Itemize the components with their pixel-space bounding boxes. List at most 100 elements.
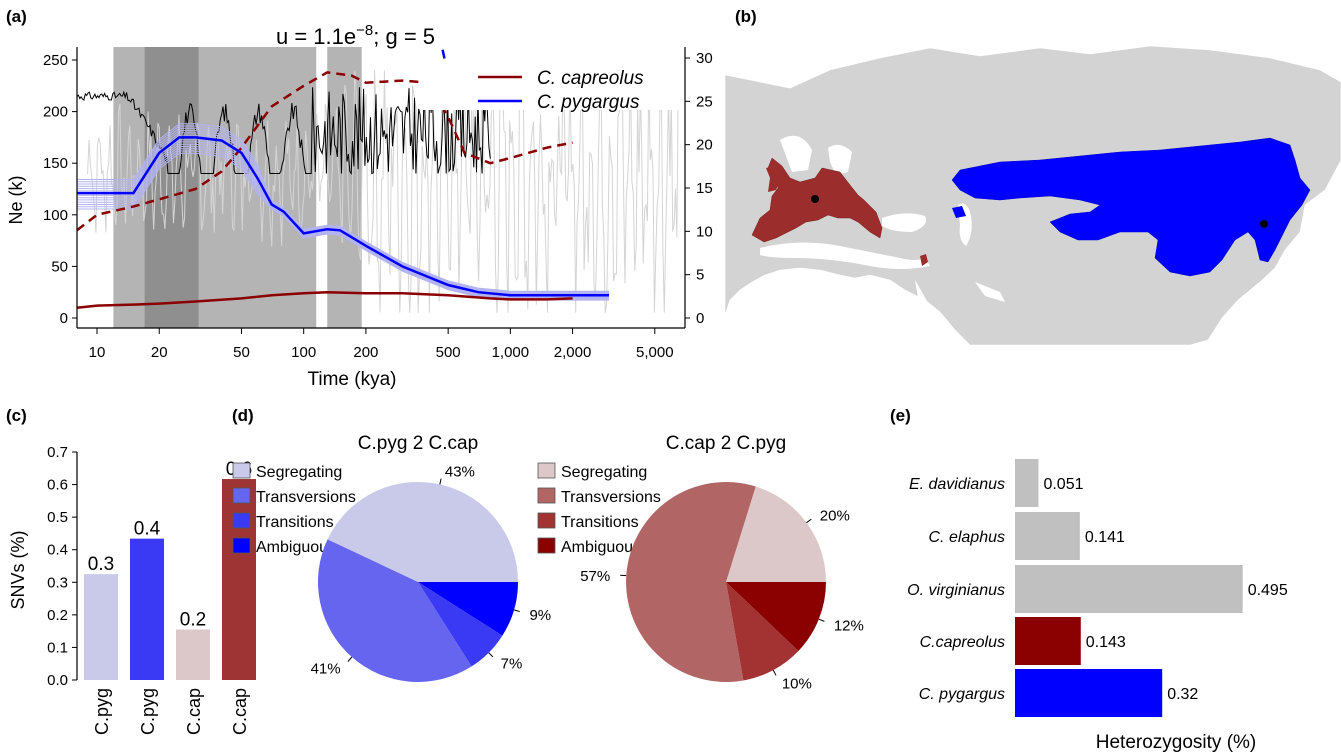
y-tick-label: 250 (43, 52, 68, 69)
pie-value-label-2: 10% (782, 675, 812, 692)
x-tick-label: 20 (151, 344, 168, 361)
het-bar-value-2: 0.495 (1248, 582, 1288, 599)
x-ticks: 10 20 50 100 200 500 1,000 2,000 5,000 (89, 328, 674, 361)
het-bar-value-1: 0.141 (1085, 529, 1125, 546)
shaded-periods (113, 47, 362, 328)
het-category-3: C.capreolus (920, 634, 1005, 651)
y2-tick-label: 20 (696, 137, 713, 154)
psmc-line-0 (76, 290, 573, 309)
psmc-line-1 (76, 71, 573, 232)
pie-legend-swatch-2 (232, 512, 251, 529)
panel-a: (a) u = 1.1e−8; g = 5 0 50 100 150 200 250 0 5… (6, 7, 713, 390)
pie-legend-swatch-3 (232, 537, 251, 554)
pie-legend-swatch-0 (537, 462, 556, 479)
het-bar-4 (1015, 669, 1163, 717)
pie-value-label-0: 43% (445, 464, 475, 481)
y-tick-label: 0 (60, 310, 68, 327)
map-persian-gulf (975, 282, 1005, 302)
pie-value-label-3: 12% (834, 617, 864, 634)
pie-value-label-0: 20% (820, 507, 850, 524)
y-ticks-right: 0 5 10 15 20 25 30 (685, 50, 713, 327)
map-mediterranean (760, 242, 930, 269)
c-y-tick-label: 0.3 (47, 574, 68, 591)
x-tick-label: 200 (353, 344, 378, 361)
map-range-capreolus-britain (766, 166, 780, 192)
panel-c-y-ticks: 0.0 0.1 0.2 0.3 0.4 0.5 0.6 0.7 (47, 444, 77, 689)
het-category-2: O. virginianus (907, 582, 1005, 599)
het-bar-value-3: 0.143 (1086, 634, 1126, 651)
c-y-tick-label: 0.7 (47, 444, 68, 461)
panel-c-ylabel: SNVs (%) (8, 530, 28, 609)
panel-a-label: (a) (6, 7, 27, 26)
pie-legend-swatch-1 (232, 487, 251, 504)
c-y-tick-label: 0.5 (47, 509, 68, 526)
snv-category-2: C.cap (184, 688, 204, 735)
pie-label-leader-0 (439, 478, 442, 485)
het-bar-value-4: 0.32 (1167, 686, 1198, 703)
x-tick-label: 100 (291, 344, 316, 361)
legend-label-capreolus: C. capreolus (537, 68, 644, 89)
shaded-period-1 (144, 47, 199, 328)
het-bar-value-0: 0.051 (1043, 476, 1083, 493)
map (724, 45, 1341, 346)
panel-a-title: u = 1.1e−8; g = 5 (276, 22, 435, 49)
pie-value-label-1: 41% (311, 661, 341, 678)
x-tick-label: 50 (233, 344, 250, 361)
pie-legend-label-0: Segregating (561, 464, 647, 481)
snv-bar-3 (222, 479, 256, 680)
het-bar-1 (1015, 512, 1080, 560)
pie-label-leader-3 (818, 618, 825, 622)
pie-title: C.cap 2 C.pyg (666, 433, 786, 454)
map-red-sea (915, 280, 942, 338)
y-tick-label: 200 (43, 104, 68, 121)
map-north-sea (780, 135, 812, 172)
snv-category-3: C.cap (230, 688, 250, 735)
pie-slice-2 (726, 582, 799, 681)
c-y-tick-label: 0.2 (47, 607, 68, 624)
panel-c-label: (c) (6, 406, 27, 425)
pie-legend-label-1: Transversions (561, 489, 661, 506)
pie-legend-label-2: Transitions (256, 514, 334, 531)
pie-value-label-3: 9% (529, 607, 551, 624)
pie-pygargus: C.pyg 2 C.cap Segregating Transversions Tra… (232, 433, 551, 682)
climate-background-trace (87, 68, 679, 313)
panel-d: (d) C.pyg 2 C.cap Segregating Transversion… (232, 406, 864, 692)
pie-legend-label-1: Transversions (256, 489, 356, 506)
legend-label-pygargus: C. pygargus (537, 92, 640, 113)
het-category-4: C. pygargus (919, 686, 1005, 703)
y2-tick-label: 0 (696, 310, 704, 327)
pie-legend-label-3: Ambiguous (561, 539, 641, 556)
y2-tick-label: 15 (696, 180, 713, 197)
y2-tick-label: 30 (696, 50, 713, 67)
pie-label-leader-0 (806, 518, 812, 524)
map-baltic (828, 144, 852, 175)
pie-legend-label-0: Segregating (256, 464, 342, 481)
c-y-tick-label: 0.4 (47, 542, 68, 559)
panel-a-legend: C. capreolus C. pygargus (422, 60, 684, 113)
legend-bg (422, 60, 684, 110)
pie-legend-swatch-1 (537, 487, 556, 504)
c-y-tick-label: 0.0 (47, 672, 68, 689)
panel-b: (b) (724, 7, 1341, 346)
het-bar-2 (1015, 565, 1243, 613)
pie-title: C.pyg 2 C.cap (358, 433, 478, 454)
pie-label-leader-1 (347, 656, 353, 662)
map-range-pygargus (951, 137, 1311, 277)
x-tick-label: 500 (436, 344, 461, 361)
het-category-0: E. davidianus (909, 476, 1005, 493)
snv-bar-value-2: 0.2 (180, 610, 206, 631)
panel-a-xlabel: Time (kya) (307, 369, 396, 390)
pie-label-leader-2 (772, 669, 777, 676)
snv-bar-value-1: 0.4 (134, 519, 161, 540)
x-tick-label: 5,000 (636, 344, 674, 361)
temperature-trace (76, 86, 491, 176)
snv-category-1: C.pyg (138, 688, 158, 735)
c-y-tick-label: 0.1 (47, 639, 68, 656)
y-tick-label: 50 (51, 258, 68, 275)
snv-bar-value-0: 0.3 (88, 554, 114, 575)
panel-b-label: (b) (735, 7, 757, 26)
y-tick-label: 150 (43, 155, 68, 172)
panel-e: (e) 0.051 E. davidianus 0.141 C. elaphus 0.4… (890, 406, 1288, 753)
